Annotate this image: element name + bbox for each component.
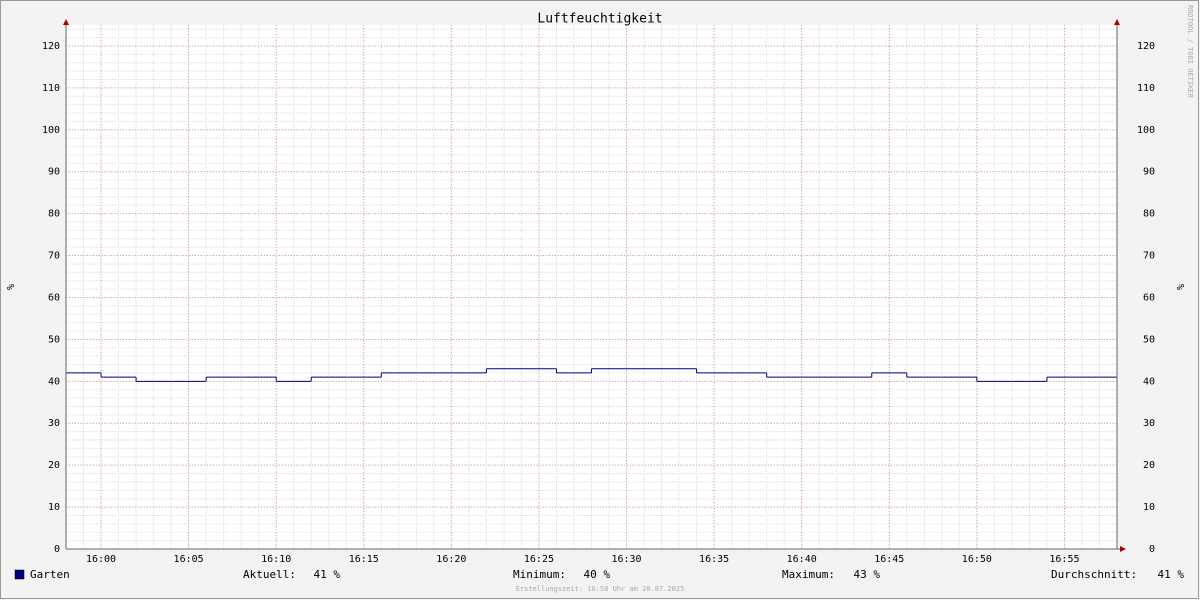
y-tick-label: 0 bbox=[54, 544, 60, 555]
marks bbox=[66, 368, 1117, 382]
y-tick-label: 50 bbox=[48, 334, 60, 345]
x-tick-label: 16:15 bbox=[349, 554, 379, 565]
x-tick-label: 16:40 bbox=[787, 554, 817, 565]
footer: Erstellungszeit: 16:58 Uhr am 20.07.2025 bbox=[516, 585, 685, 593]
watermark: RRDTOOL / TOBI OETIKER bbox=[1186, 5, 1194, 99]
y-tick-label: 10 bbox=[48, 502, 60, 513]
y-tick-label: 90 bbox=[1143, 167, 1155, 178]
x-tick-label: 16:10 bbox=[261, 554, 291, 565]
y-tick-label: 60 bbox=[48, 292, 60, 303]
stat-label: Minimum: bbox=[513, 568, 566, 581]
x-tick-label: 16:25 bbox=[524, 554, 554, 565]
y-tick-label: 90 bbox=[48, 167, 60, 178]
y-tick-label: 120 bbox=[1137, 41, 1155, 52]
x-tick-label: 16:30 bbox=[611, 554, 641, 565]
stat-value: 40 % bbox=[584, 568, 611, 581]
y-tick-label: 110 bbox=[1137, 83, 1155, 94]
y-tick-label: 120 bbox=[42, 41, 60, 52]
axis-arrow bbox=[1120, 546, 1126, 552]
y-tick-label: 30 bbox=[1143, 418, 1155, 429]
x-tick-label: 16:50 bbox=[962, 554, 992, 565]
y-tick-label: 80 bbox=[1143, 209, 1155, 220]
y-tick-label: 40 bbox=[48, 376, 60, 387]
x-tick-label: 16:05 bbox=[174, 554, 204, 565]
axis-arrow bbox=[1114, 19, 1120, 25]
y-tick-label: 0 bbox=[1149, 544, 1155, 555]
y-tick-label: 10 bbox=[1143, 502, 1155, 513]
stat-label: Aktuell: bbox=[243, 568, 296, 581]
stat-value: 43 % bbox=[854, 568, 881, 581]
legend-swatch bbox=[14, 569, 25, 580]
y-tick-label: 80 bbox=[48, 209, 60, 220]
x-tick-label: 16:00 bbox=[86, 554, 116, 565]
y-tick-label: 40 bbox=[1143, 376, 1155, 387]
stat-label: Maximum: bbox=[782, 568, 835, 581]
y-tick-label: 50 bbox=[1143, 334, 1155, 345]
y-tick-label: 70 bbox=[48, 251, 60, 262]
x-tick-label: 16:55 bbox=[1049, 554, 1079, 565]
stat-label: Durchschnitt: bbox=[1051, 568, 1137, 581]
y-tick-label: 60 bbox=[1143, 292, 1155, 303]
y-tick-label: 100 bbox=[1137, 125, 1155, 136]
x-tick-label: 16:45 bbox=[874, 554, 904, 565]
y-axis-label: % bbox=[1174, 284, 1185, 290]
legend-label: Garten bbox=[30, 568, 70, 581]
x-tick-label: 16:35 bbox=[699, 554, 729, 565]
y-tick-label: 20 bbox=[48, 460, 60, 471]
y-tick-label: 30 bbox=[48, 418, 60, 429]
y-tick-label: 110 bbox=[42, 83, 60, 94]
stat-value: 41 % bbox=[314, 568, 341, 581]
grid bbox=[65, 25, 1118, 549]
axis-arrow bbox=[63, 19, 69, 25]
x-tick-label: 16:20 bbox=[436, 554, 466, 565]
y-axis-label: % bbox=[4, 284, 15, 290]
y-tick-label: 20 bbox=[1143, 460, 1155, 471]
y-tick-label: 70 bbox=[1143, 251, 1155, 262]
y-tick-label: 100 bbox=[42, 125, 60, 136]
chart-title: Luftfeuchtigkeit bbox=[537, 12, 662, 27]
stat-value: 41 % bbox=[1158, 568, 1185, 581]
